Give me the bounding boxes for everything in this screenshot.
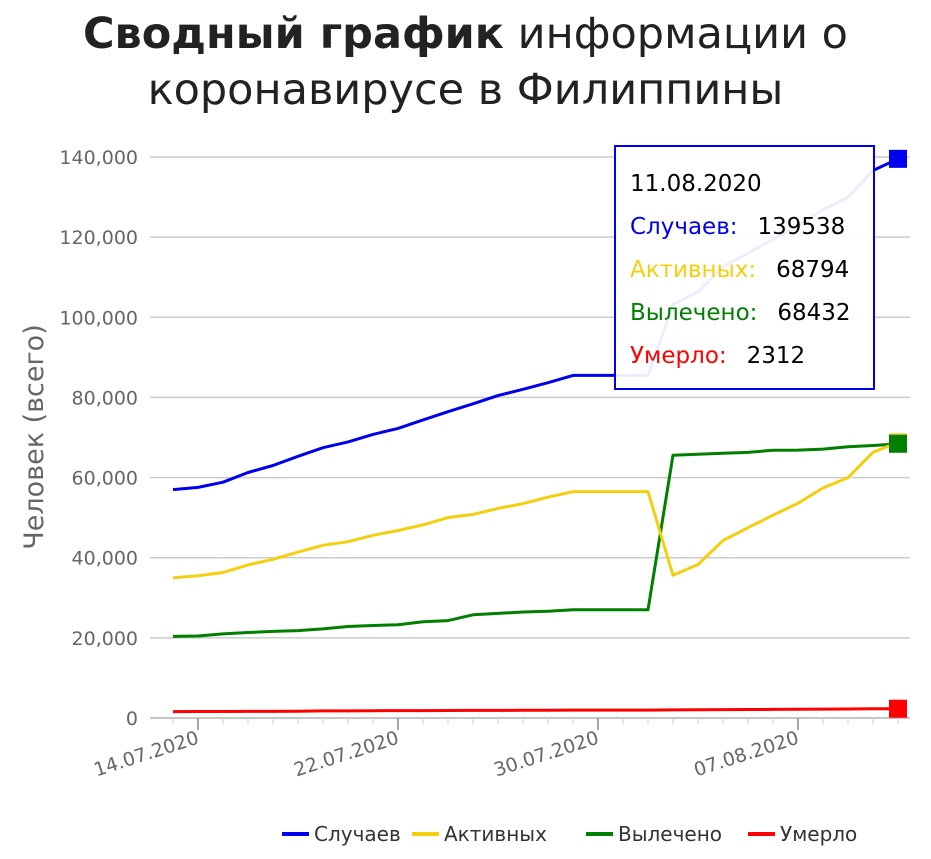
tooltip-box	[614, 145, 875, 390]
y-tick-label: 60,000	[72, 468, 138, 490]
chart-title-bold: Сводный график	[82, 9, 504, 59]
x-tick-label: 07.08.2020	[691, 727, 801, 782]
x-tick-label: 14.07.2020	[91, 727, 201, 782]
x-tick-label: 22.07.2020	[291, 727, 401, 782]
tooltip-row-value: 2312	[747, 343, 806, 369]
tooltip-row-label: Вылечено:	[630, 300, 757, 326]
legend-label-1: Активных	[444, 822, 547, 846]
y-axis-label: Человек (всего)	[19, 324, 50, 549]
chart-title-rest: информации о коронавирусе в Филиппины	[147, 9, 848, 115]
series-line-3	[172, 707, 899, 714]
x-tick-label: 30.07.2020	[491, 727, 601, 782]
tooltip-row-label: Случаев:	[630, 214, 738, 240]
y-tick-label: 100,000	[59, 307, 138, 329]
series-line-2	[172, 442, 899, 638]
tooltip-date: 11.08.2020	[630, 171, 762, 197]
y-tick-label: 80,000	[72, 387, 138, 409]
y-tick-label: 20,000	[72, 628, 138, 650]
y-tick-label: 120,000	[59, 227, 138, 249]
y-tick-label: 0	[126, 708, 138, 730]
series-end-marker-0	[889, 149, 907, 168]
y-tick-label: 40,000	[72, 548, 138, 570]
series-line-1	[172, 440, 899, 580]
tooltip-row-value: 68794	[776, 257, 849, 283]
tooltip-row-value: 68432	[777, 300, 850, 326]
tooltip-row-value: 139538	[758, 214, 846, 240]
series-end-marker-3	[889, 699, 907, 718]
legend-label-2: Вылечено	[618, 822, 722, 846]
tooltip-row-label: Умерло:	[630, 343, 727, 369]
legend-label-3: Умерло	[780, 822, 857, 846]
chart-title: Сводный график информации о коронавирусе…	[0, 6, 931, 118]
legend-label-0: Случаев	[314, 822, 401, 846]
y-tick-label: 140,000	[59, 147, 138, 169]
series-end-marker-2	[889, 434, 907, 453]
tooltip-row-label: Активных:	[630, 257, 756, 283]
